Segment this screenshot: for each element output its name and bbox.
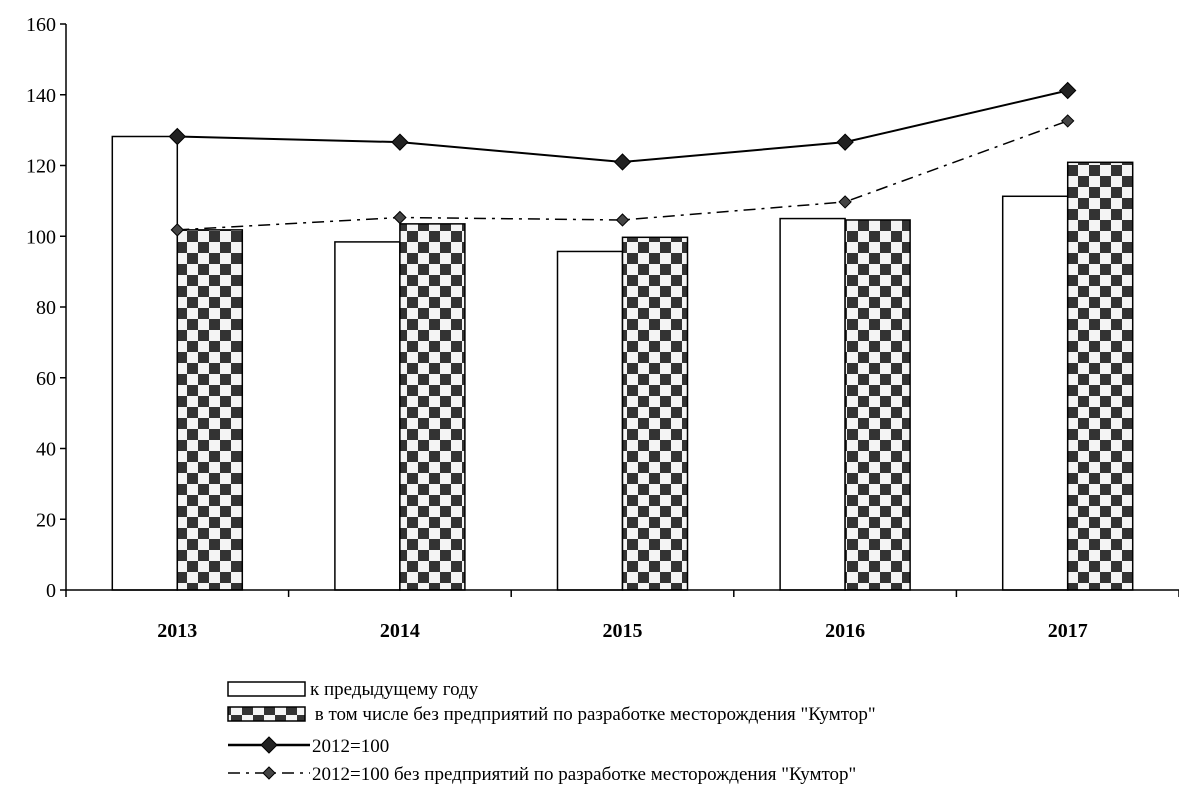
line-series-solid <box>177 89 1068 163</box>
y-tick-label: 20 <box>36 509 56 531</box>
legend-item-line-dashdot: 2012=100 без предприятий по разработке м… <box>228 764 856 785</box>
legend-marker-solid <box>260 736 278 754</box>
bar-checkered-2013 <box>176 229 244 591</box>
x-axis-ticks: 2013 2014 2015 2016 2017 <box>65 590 1179 642</box>
marker-solid-2013 <box>168 127 187 146</box>
y-tick-label: 120 <box>26 156 56 178</box>
y-tick-label: 0 <box>46 580 56 602</box>
bar-checkered-2014 <box>399 223 466 591</box>
legend-item-bars-plain: к предыдущему году <box>227 679 479 700</box>
bar-checkered-2017 <box>1066 161 1134 591</box>
marker-dashdot-2014 <box>393 210 407 225</box>
y-tick-label: 160 <box>26 14 56 36</box>
legend-swatch-plain <box>227 681 306 697</box>
legend-label-solid: 2012=100 <box>312 736 389 757</box>
marker-dashdot-2016 <box>838 195 852 209</box>
y-tick-label: 80 <box>36 297 56 319</box>
marker-solid-2014 <box>391 133 409 151</box>
line-series-dashdot <box>177 120 1068 231</box>
bar-plain-2013 <box>111 135 179 591</box>
bar-checkered-2015 <box>621 236 689 591</box>
markers-group <box>168 81 1077 237</box>
y-tick-label: 40 <box>36 439 56 461</box>
x-tick-label-2015: 2015 <box>603 620 643 642</box>
bar-plain-2015 <box>556 250 624 591</box>
legend-item-line-solid: 2012=100 <box>228 736 389 757</box>
marker-dashdot-2015 <box>615 213 630 227</box>
x-tick-label-2017: 2017 <box>1048 620 1088 642</box>
legend: к предыдущему году в том числе без предп… <box>227 679 876 785</box>
bar-plain-2017 <box>1001 195 1069 591</box>
legend-item-bars-checkered: в том числе без предприятий по разработк… <box>227 704 876 725</box>
y-tick-label: 60 <box>36 368 56 390</box>
x-tick-label-2013: 2013 <box>157 620 197 642</box>
marker-solid-2015 <box>613 153 632 171</box>
marker-solid-2016 <box>836 133 854 151</box>
x-tick-label-2016: 2016 <box>825 620 865 642</box>
legend-label-plain: к предыдущему году <box>310 679 479 700</box>
x-tick-label-2014: 2014 <box>380 620 420 642</box>
marker-solid-2017 <box>1058 81 1077 100</box>
y-axis-ticks: 0 20 40 60 80 100 120 140 160 <box>26 14 66 602</box>
bars-group <box>111 135 1134 591</box>
bar-checkered-2016 <box>844 219 911 591</box>
marker-dashdot-2017 <box>1060 114 1075 128</box>
legend-label-dashdot: 2012=100 без предприятий по разработке м… <box>312 764 856 785</box>
marker-dashdot-2013 <box>170 223 185 237</box>
y-tick-label: 100 <box>26 226 56 248</box>
legend-marker-dashdot <box>262 766 276 780</box>
legend-swatch-checkered <box>227 706 306 722</box>
bar-plain-2014 <box>334 241 401 591</box>
legend-label-checkered: в том числе без предприятий по разработк… <box>310 704 876 725</box>
y-tick-label: 140 <box>26 85 56 107</box>
bar-plain-2016 <box>779 217 846 591</box>
